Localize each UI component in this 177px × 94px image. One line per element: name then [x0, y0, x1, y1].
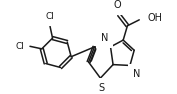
Text: N: N — [133, 69, 141, 79]
Text: Cl: Cl — [15, 42, 24, 51]
Text: S: S — [98, 83, 104, 93]
Text: N: N — [101, 33, 108, 43]
Text: Cl: Cl — [45, 12, 55, 21]
Text: O: O — [113, 0, 121, 10]
Text: OH: OH — [148, 13, 163, 23]
